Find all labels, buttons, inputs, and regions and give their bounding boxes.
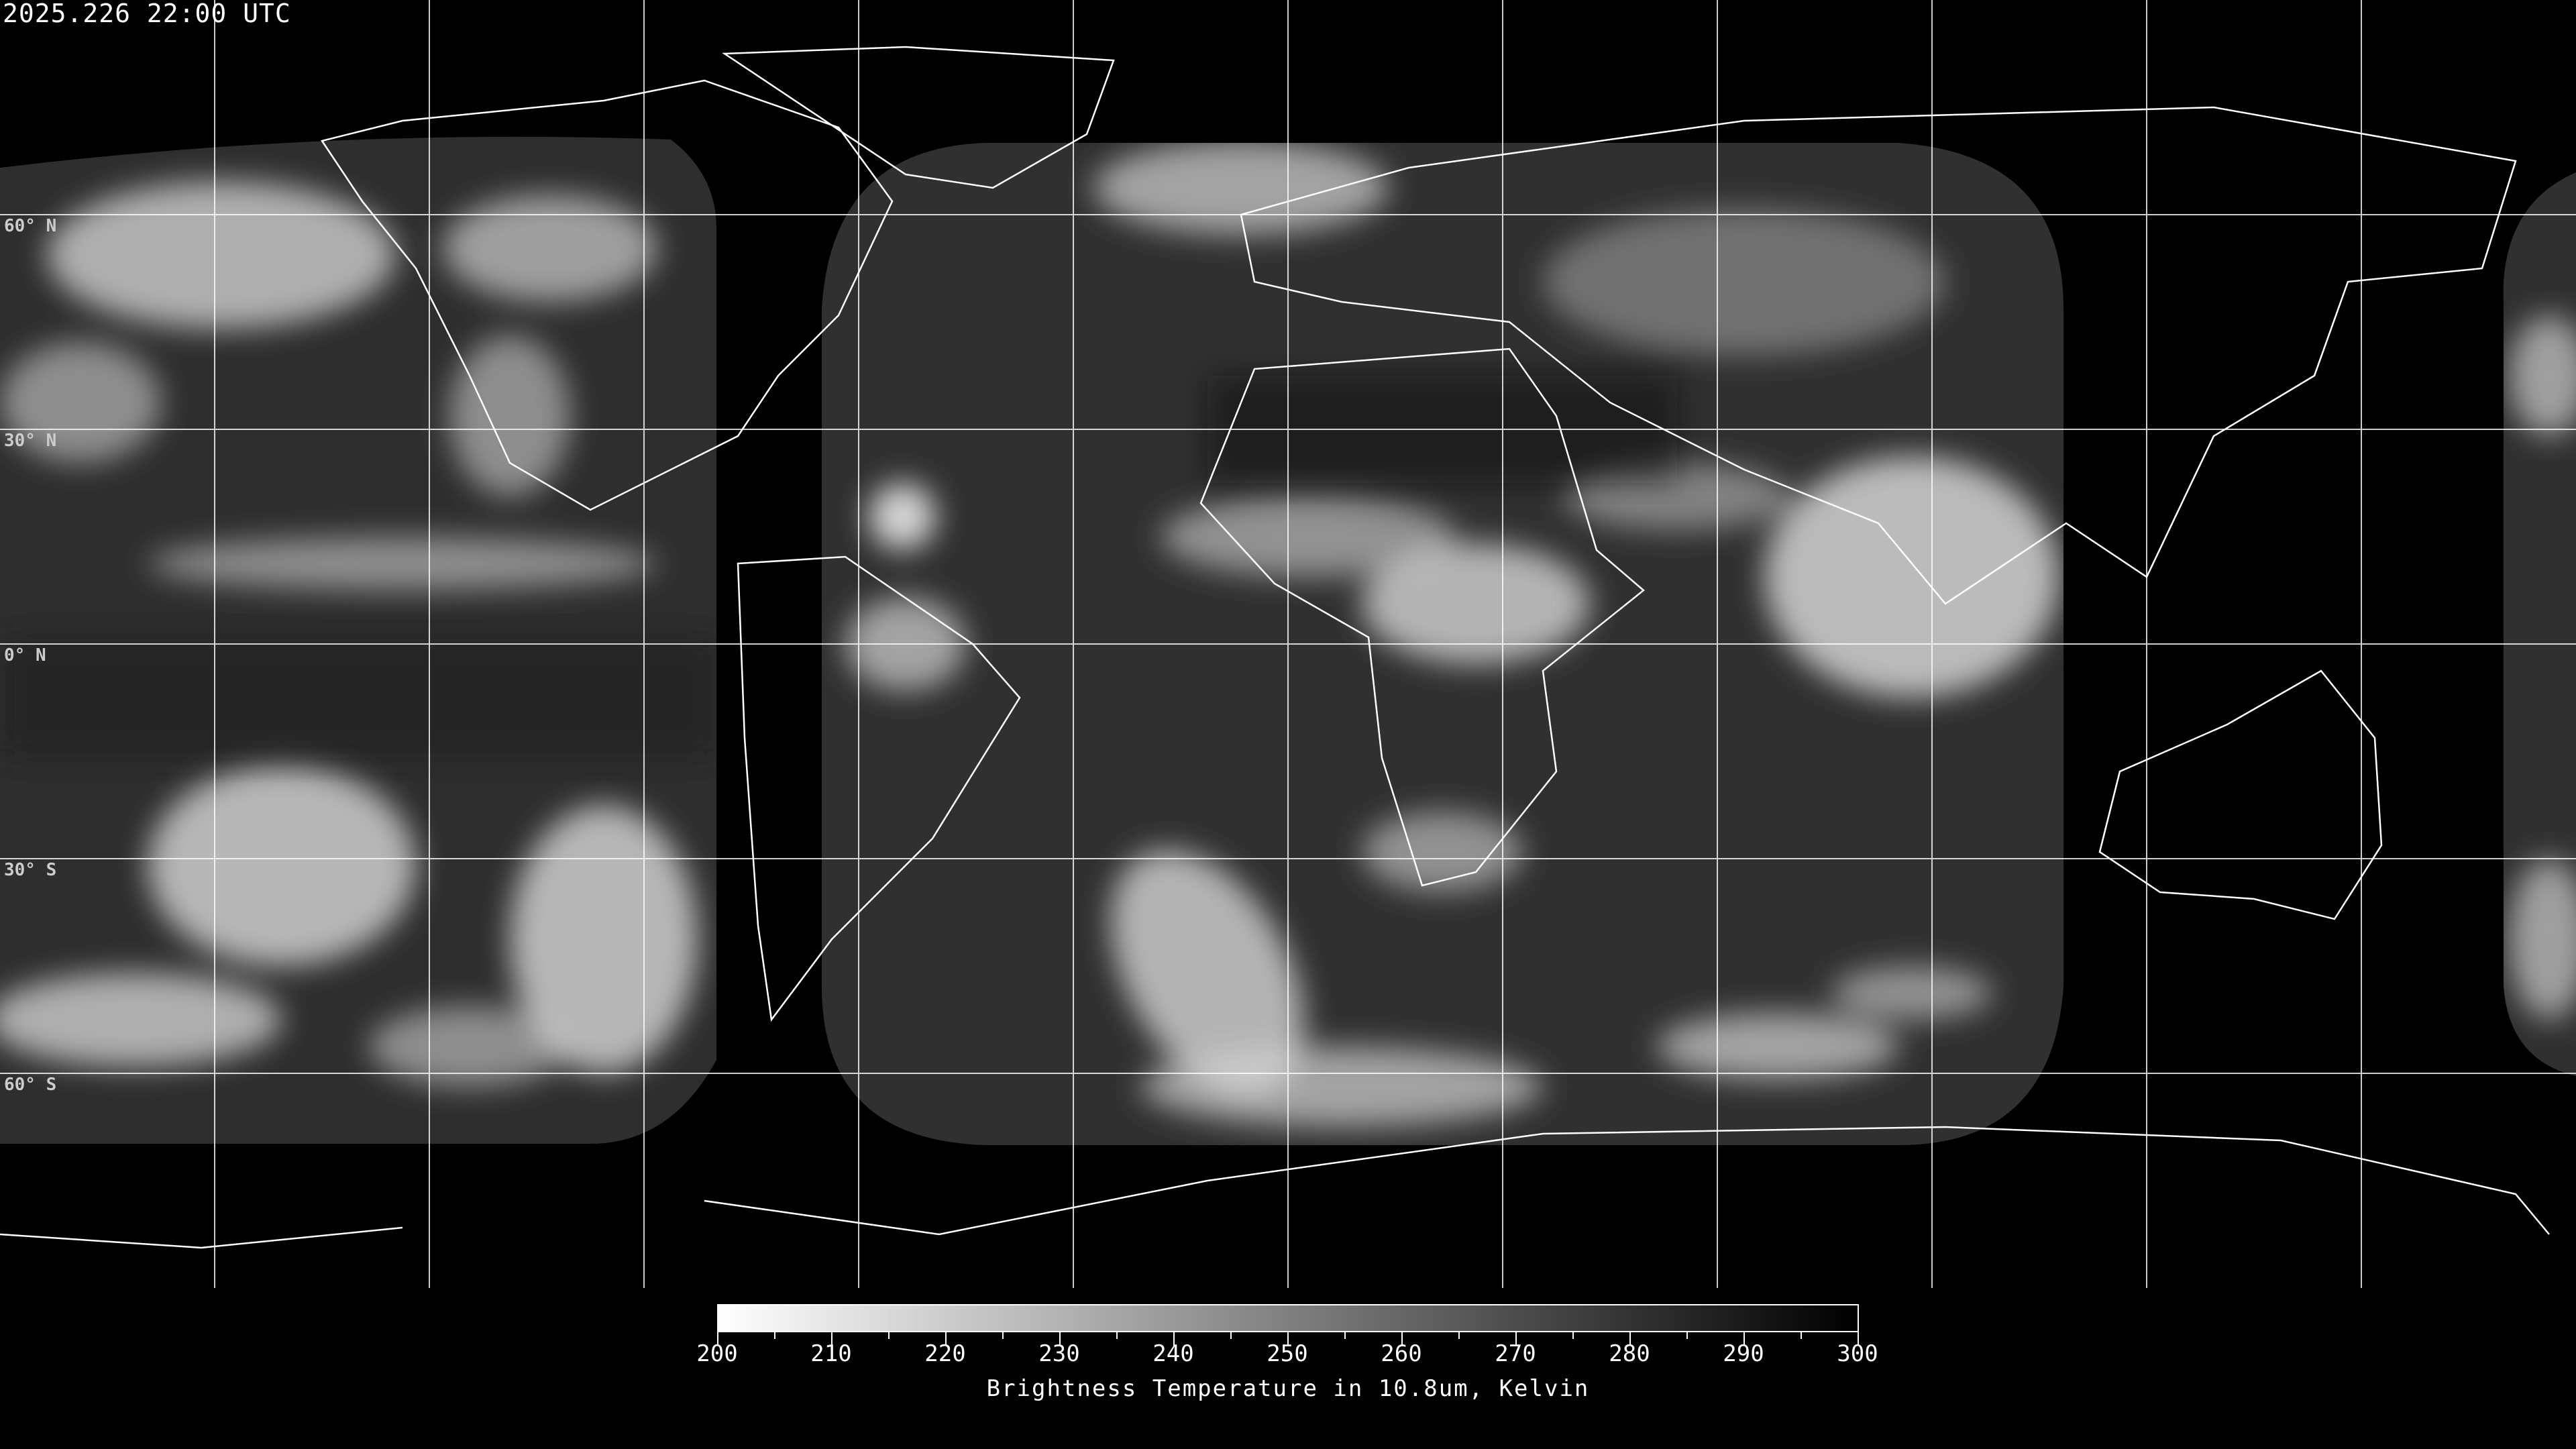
colorbar-tick xyxy=(831,1332,833,1346)
colorbar-tick xyxy=(945,1332,947,1346)
colorbar-title: Brightness Temperature in 10.8um, Kelvin xyxy=(986,1375,1590,1402)
colorbar-tick xyxy=(1002,1332,1004,1339)
colorbar-tick-label: 250 xyxy=(1267,1340,1308,1367)
colorbar-tick-label: 270 xyxy=(1495,1340,1536,1367)
colorbar-tick-label: 280 xyxy=(1609,1340,1650,1367)
graticule xyxy=(0,0,2576,1288)
colorbar-tick-label: 260 xyxy=(1381,1340,1422,1367)
colorbar-tick-label: 220 xyxy=(924,1340,966,1367)
colorbar-tick xyxy=(717,1332,718,1346)
colorbar-tick xyxy=(1572,1332,1574,1339)
lat-label-0: 0° N xyxy=(4,645,46,665)
colorbar-tick xyxy=(1743,1332,1745,1346)
satellite-map xyxy=(0,0,2576,1288)
colorbar-tick-label: 200 xyxy=(696,1340,738,1367)
satellite-panel-east xyxy=(2504,172,2576,1076)
lat-label-30n: 30° N xyxy=(4,431,57,451)
colorbar-tick-label: 230 xyxy=(1038,1340,1080,1367)
colorbar-tick xyxy=(1173,1332,1175,1346)
colorbar-tick-label: 290 xyxy=(1723,1340,1764,1367)
satellite-panel-west xyxy=(0,136,716,1144)
colorbar-tick xyxy=(1059,1332,1061,1346)
colorbar-tick xyxy=(1230,1332,1232,1339)
colorbar-tick xyxy=(1458,1332,1460,1339)
lat-label-60s: 60° S xyxy=(4,1075,57,1095)
colorbar-tick xyxy=(1116,1332,1118,1339)
lat-label-60n: 60° N xyxy=(4,216,57,236)
lat-label-30s: 30° S xyxy=(4,860,57,880)
colorbar-tick-label: 210 xyxy=(810,1340,852,1367)
colorbar-tick-label: 240 xyxy=(1152,1340,1194,1367)
timestamp-label: 2025.226 22:00 UTC xyxy=(3,0,291,28)
colorbar xyxy=(717,1304,1859,1332)
colorbar-tick xyxy=(1629,1332,1631,1346)
colorbar-tick xyxy=(1686,1332,1688,1339)
colorbar-tick xyxy=(1515,1332,1517,1346)
colorbar-tick xyxy=(1344,1332,1346,1339)
colorbar-tick xyxy=(1858,1332,1859,1346)
colorbar-tick xyxy=(1401,1332,1403,1346)
colorbar-tick xyxy=(1801,1332,1802,1339)
colorbar-tick xyxy=(888,1332,890,1339)
colorbar-tick-label: 300 xyxy=(1837,1340,1878,1367)
colorbar-tick xyxy=(774,1332,775,1339)
map-canvas xyxy=(0,0,2576,1288)
colorbar-tick xyxy=(1287,1332,1289,1346)
